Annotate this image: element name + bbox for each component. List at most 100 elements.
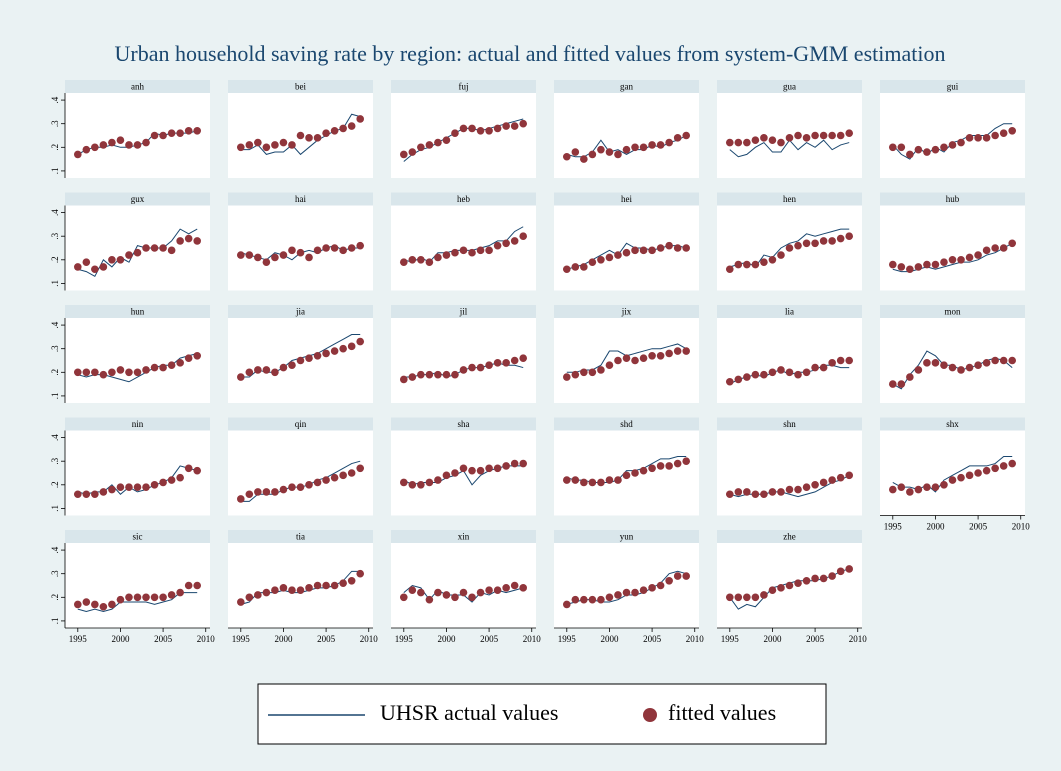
fitted-marker bbox=[648, 351, 656, 360]
panel-title: qin bbox=[295, 419, 307, 429]
fitted-marker bbox=[176, 237, 184, 245]
panel-title: sha bbox=[458, 419, 470, 429]
fitted-marker bbox=[931, 145, 940, 154]
fitted-marker bbox=[91, 490, 99, 499]
fitted-marker bbox=[751, 370, 760, 379]
fitted-marker bbox=[296, 586, 305, 595]
fitted-marker bbox=[897, 263, 906, 271]
fitted-marker bbox=[125, 368, 133, 377]
fitted-marker bbox=[777, 138, 785, 147]
panel-title: mon bbox=[944, 307, 961, 317]
fitted-marker bbox=[836, 473, 845, 482]
fitted-marker bbox=[614, 591, 622, 599]
fitted-marker bbox=[193, 581, 202, 590]
fitted-marker bbox=[562, 373, 571, 381]
fitted-marker bbox=[347, 122, 356, 130]
fitted-marker bbox=[305, 584, 313, 592]
fitted-marker bbox=[322, 129, 330, 137]
fitted-marker bbox=[794, 370, 802, 379]
fitted-marker bbox=[673, 347, 682, 355]
y-tick-label: .4 bbox=[50, 546, 60, 553]
fitted-marker bbox=[99, 263, 108, 271]
fitted-marker bbox=[399, 478, 408, 487]
panel-title: gux bbox=[131, 194, 145, 204]
fitted-marker bbox=[725, 138, 734, 147]
fitted-marker bbox=[434, 370, 442, 379]
fitted-marker bbox=[845, 356, 854, 365]
fitted-marker bbox=[622, 248, 631, 257]
fitted-marker bbox=[108, 485, 116, 494]
fitted-marker bbox=[288, 483, 296, 491]
fitted-marker bbox=[417, 370, 425, 379]
fitted-marker bbox=[339, 246, 347, 255]
fitted-marker bbox=[605, 476, 614, 484]
fitted-marker bbox=[519, 354, 528, 362]
legend-key bbox=[643, 708, 657, 722]
fitted-marker bbox=[580, 368, 588, 377]
fitted-marker bbox=[485, 586, 493, 595]
fitted-marker bbox=[597, 256, 605, 264]
fitted-marker bbox=[279, 584, 288, 592]
fitted-marker bbox=[923, 483, 931, 491]
strip bbox=[554, 192, 699, 206]
fitted-marker bbox=[906, 150, 914, 159]
strip bbox=[65, 530, 210, 543]
fitted-marker bbox=[322, 244, 330, 252]
fitted-marker bbox=[356, 115, 365, 123]
panel-title: hun bbox=[131, 307, 145, 317]
fitted-marker bbox=[622, 145, 631, 154]
fitted-marker bbox=[108, 138, 116, 147]
fitted-marker bbox=[940, 258, 948, 266]
fitted-marker bbox=[245, 368, 254, 377]
fitted-marker bbox=[313, 351, 322, 360]
fitted-marker bbox=[785, 485, 794, 494]
panel-title: shn bbox=[783, 419, 796, 429]
strip bbox=[391, 417, 536, 431]
panel-title: yun bbox=[620, 532, 634, 542]
x-tick-label: 2010 bbox=[197, 634, 216, 644]
fitted-marker bbox=[588, 595, 597, 604]
y-tick-label: .3 bbox=[50, 457, 60, 464]
fitted-marker bbox=[313, 581, 322, 590]
fitted-marker bbox=[468, 593, 476, 602]
fitted-marker bbox=[725, 265, 734, 274]
fitted-marker bbox=[768, 368, 777, 377]
fitted-marker bbox=[451, 593, 459, 602]
fitted-marker bbox=[751, 593, 760, 602]
fitted-marker bbox=[133, 248, 142, 257]
fitted-marker bbox=[597, 366, 605, 374]
strip bbox=[717, 80, 862, 93]
fitted-marker bbox=[888, 380, 897, 388]
fitted-marker bbox=[648, 141, 656, 149]
fitted-marker bbox=[493, 241, 502, 250]
x-tick-label: 2005 bbox=[969, 522, 988, 532]
strip bbox=[65, 192, 210, 206]
fitted-marker bbox=[82, 368, 91, 377]
fitted-marker bbox=[760, 370, 768, 379]
fitted-marker bbox=[125, 141, 133, 149]
fitted-marker bbox=[322, 581, 330, 590]
x-tick-label: 1995 bbox=[884, 522, 903, 532]
fitted-marker bbox=[648, 246, 656, 255]
strip bbox=[391, 192, 536, 206]
fitted-marker bbox=[91, 368, 99, 377]
fitted-marker bbox=[948, 363, 957, 372]
fitted-marker bbox=[417, 256, 425, 264]
fitted-marker bbox=[682, 457, 691, 465]
fitted-marker bbox=[262, 143, 271, 152]
strip bbox=[554, 305, 699, 318]
fitted-marker bbox=[468, 248, 476, 257]
x-tick-label: 2010 bbox=[1012, 522, 1031, 532]
y-tick-label: .2 bbox=[50, 594, 60, 601]
y-tick-label: .1 bbox=[50, 280, 60, 287]
fitted-marker bbox=[279, 485, 288, 494]
fitted-marker bbox=[442, 136, 451, 145]
fitted-marker bbox=[451, 469, 459, 477]
fitted-marker bbox=[845, 129, 854, 137]
fitted-marker bbox=[296, 356, 305, 365]
fitted-marker bbox=[777, 366, 785, 374]
x-tick-label: 2000 bbox=[600, 634, 619, 644]
fitted-marker bbox=[845, 232, 854, 240]
legend-label: UHSR actual values bbox=[380, 700, 558, 725]
fitted-marker bbox=[588, 258, 597, 266]
